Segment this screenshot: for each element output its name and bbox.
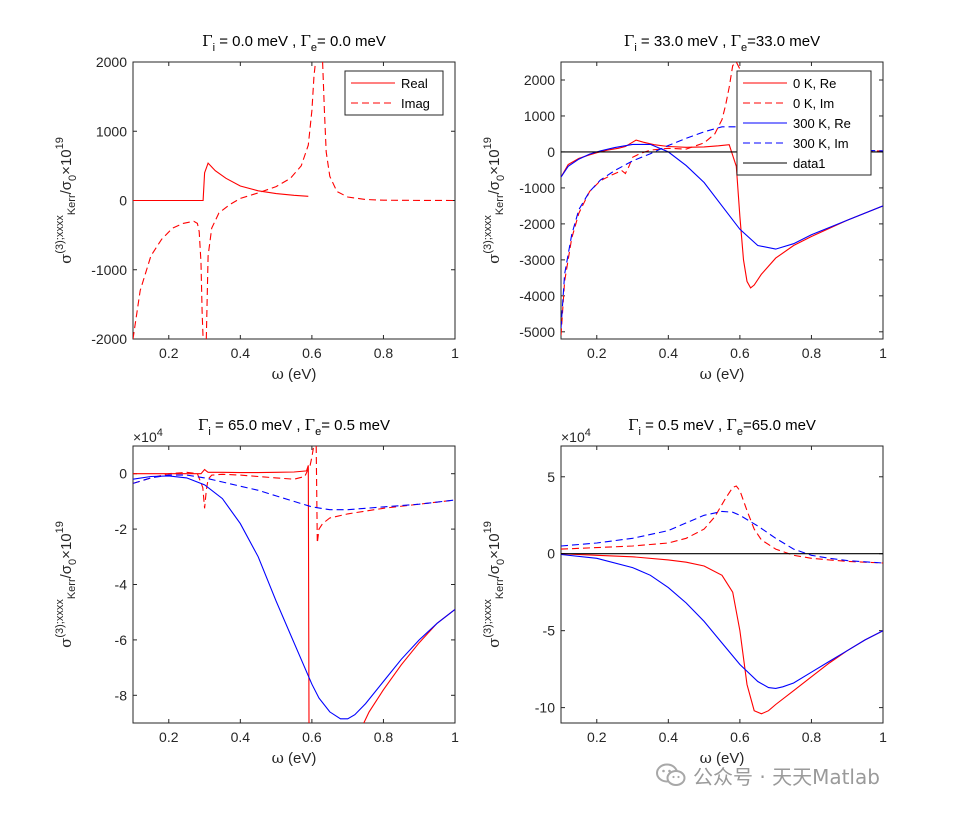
legend-entry: 0 K, Im <box>793 96 834 111</box>
chart-panel-2: 0.2 0.4 0.6 0.8 1 -5000 -4000 -3000 -2000 -1000 0 1… <box>482 32 887 383</box>
series-line-imag <box>133 220 204 339</box>
y-axis-label: σ(3);xxxxKerr/σ0×1019 <box>54 521 79 648</box>
y-tick-label: -4000 <box>519 288 555 304</box>
y-tick-label: 0 <box>119 193 127 209</box>
series-line-3 <box>561 553 883 689</box>
chart-panel-3: 0.2 0.4 0.6 0.8 1 -8 -6 -4 -2 0 ×104 Γi = 65.0 meV … <box>54 416 459 767</box>
y-tick-label: 5 <box>547 469 555 485</box>
x-tick-label: 0.2 <box>159 729 179 745</box>
chart-title: Γi = 0.0 meV , Γe= 0.0 meV <box>202 32 386 54</box>
x-tick-label: 0.4 <box>231 729 251 745</box>
x-axis-label: ω (eV) <box>272 365 317 383</box>
y-tick-label: -2000 <box>519 216 555 232</box>
legend-entry: Real <box>401 76 428 91</box>
series-group <box>133 446 455 723</box>
y-tick-label: 0 <box>119 466 127 482</box>
legend-entry: Imag <box>401 96 430 111</box>
series-line-300-k-re <box>561 143 883 250</box>
legend: Real Imag <box>344 70 444 116</box>
series-group <box>133 62 455 339</box>
y-tick-label: 0 <box>547 546 555 562</box>
x-tick-label: 0.6 <box>302 729 322 745</box>
x-axis-label: ω (eV) <box>272 749 317 767</box>
legend: 0 K, Re 0 K, Im 300 K, Re 300 K, Im data1 <box>736 70 872 176</box>
series-line-imag-seg3 <box>322 62 455 202</box>
x-tick-label: 0.6 <box>730 345 750 361</box>
y-tick-label: 0 <box>547 144 555 160</box>
series-line-2 <box>133 446 315 509</box>
series-group <box>561 62 883 336</box>
series-line-1 <box>561 553 883 715</box>
series-line-3 <box>133 475 455 720</box>
x-axis-label: ω (eV) <box>700 365 745 383</box>
series-line-1 <box>133 465 310 723</box>
chart-title: Γi = 0.5 meV , Γe=65.0 meV <box>628 416 816 438</box>
y-tick-label: -5000 <box>519 324 555 340</box>
legend-entry: 300 K, Im <box>793 136 849 151</box>
y-tick-label: -2 <box>115 521 128 537</box>
chart-title: Γi = 65.0 meV , Γe= 0.5 meV <box>198 416 390 438</box>
series-line-0-k-re <box>561 139 883 289</box>
y-tick-label: -5 <box>543 623 556 639</box>
x-tick-label: 0.6 <box>730 729 750 745</box>
series-line-imag-seg2 <box>205 62 317 339</box>
y-tick-label: 1000 <box>524 108 555 124</box>
y-axis-label: σ(3);xxxxKerr/σ0×1019 <box>54 137 79 264</box>
series-line-real <box>133 162 309 202</box>
series-line-2-seg2 <box>315 446 455 544</box>
y-axis-label: σ(3);xxxxKerr/σ0×1019 <box>482 137 507 264</box>
x-tick-label: 0.8 <box>802 729 822 745</box>
y-tick-label: 2000 <box>96 54 127 70</box>
x-tick-label: 1 <box>879 345 887 361</box>
chart-panel-1: 0.2 0.4 0.6 0.8 1 -2000 -1000 0 1000 2000 Γi = 0.0… <box>54 32 459 383</box>
y-exponent-label: ×104 <box>561 427 591 445</box>
plot-area <box>560 445 884 724</box>
x-tick-label: 0.8 <box>374 729 394 745</box>
x-tick-label: 0.8 <box>802 345 822 361</box>
chart-title: Γi = 33.0 meV , Γe=33.0 meV <box>624 32 820 54</box>
y-tick-label: -4 <box>115 577 128 593</box>
legend-entry: 300 K, Re <box>793 116 851 131</box>
y-tick-label: -6 <box>115 632 128 648</box>
x-tick-label: 1 <box>451 345 459 361</box>
x-tick-label: 1 <box>879 729 887 745</box>
series-group <box>561 485 883 715</box>
x-tick-label: 0.6 <box>302 345 322 361</box>
y-axis-label: σ(3);xxxxKerr/σ0×1019 <box>482 521 507 648</box>
y-tick-label: -1000 <box>519 180 555 196</box>
y-exponent-label: ×104 <box>133 427 163 445</box>
legend-entry: 0 K, Re <box>793 76 836 91</box>
watermark: 公众号 · 天天Matlab <box>655 760 880 790</box>
chart-panel-4: 0.2 0.4 0.6 0.8 1 -10 -5 0 5 ×104 Γi = 0.5 meV , Γ… <box>482 416 887 767</box>
watermark-text: 公众号 · 天天Matlab <box>693 764 880 789</box>
y-tick-label: -10 <box>535 700 555 716</box>
x-tick-label: 0.4 <box>659 345 679 361</box>
plot-area <box>132 445 456 724</box>
x-tick-label: 1 <box>451 729 459 745</box>
series-line-4 <box>133 474 455 511</box>
x-tick-label: 0.2 <box>159 345 179 361</box>
y-tick-label: -1000 <box>91 262 127 278</box>
series-line-300-k-im <box>561 126 883 329</box>
y-tick-label: -3000 <box>519 252 555 268</box>
x-tick-label: 0.8 <box>374 345 394 361</box>
y-tick-label: -8 <box>115 687 128 703</box>
wechat-icon <box>656 763 686 786</box>
legend-entry: data1 <box>793 156 826 171</box>
y-tick-label: 2000 <box>524 72 555 88</box>
series-line-2 <box>561 485 883 564</box>
x-tick-label: 0.4 <box>231 345 251 361</box>
y-tick-label: -2000 <box>91 331 127 347</box>
x-tick-label: 0.2 <box>587 345 607 361</box>
y-tick-label: 1000 <box>96 123 127 139</box>
legend-box <box>344 70 444 116</box>
x-tick-label: 0.2 <box>587 729 607 745</box>
series-line-4 <box>561 510 883 564</box>
x-axis-label: ω (eV) <box>700 749 745 767</box>
x-tick-label: 0.4 <box>659 729 679 745</box>
